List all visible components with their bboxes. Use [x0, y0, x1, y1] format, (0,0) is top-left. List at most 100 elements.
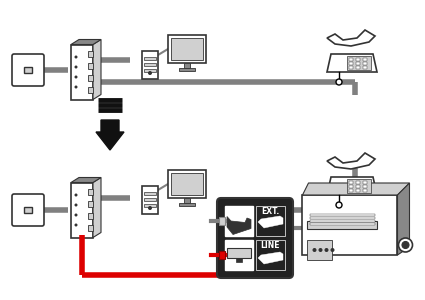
Polygon shape	[327, 30, 375, 46]
Circle shape	[74, 65, 77, 68]
Bar	[225, 206, 253, 236]
Circle shape	[331, 248, 334, 252]
Bar	[88, 63, 93, 69]
Circle shape	[74, 194, 77, 196]
Bar	[184, 198, 190, 203]
Bar	[349, 189, 353, 191]
Bar	[88, 225, 93, 231]
Circle shape	[74, 224, 77, 226]
Circle shape	[336, 202, 342, 208]
Circle shape	[148, 71, 152, 75]
Bar	[88, 75, 93, 81]
Bar	[144, 204, 156, 207]
Bar	[171, 38, 203, 60]
FancyBboxPatch shape	[217, 198, 293, 278]
Circle shape	[148, 206, 152, 210]
Bar	[88, 189, 93, 195]
Bar	[311, 217, 376, 219]
Bar	[363, 62, 367, 64]
Polygon shape	[71, 178, 101, 182]
Circle shape	[74, 203, 77, 206]
Bar	[24, 67, 32, 73]
Bar	[144, 198, 156, 201]
Bar	[179, 203, 195, 206]
Bar	[363, 185, 367, 188]
Bar	[144, 69, 156, 72]
Bar	[171, 173, 203, 195]
Bar	[308, 221, 377, 229]
Bar	[71, 44, 93, 100]
Bar	[236, 258, 242, 262]
Bar	[88, 51, 93, 57]
Bar	[184, 63, 190, 68]
Bar	[219, 251, 225, 259]
Bar	[311, 220, 376, 222]
Bar	[363, 189, 367, 191]
Polygon shape	[93, 40, 101, 100]
Bar	[349, 181, 353, 184]
FancyArrow shape	[96, 120, 124, 150]
Bar	[88, 213, 93, 219]
Bar	[363, 66, 367, 68]
Bar	[88, 87, 93, 93]
Circle shape	[318, 248, 323, 252]
Circle shape	[74, 76, 77, 79]
Bar	[347, 56, 371, 70]
Bar	[356, 189, 360, 191]
Circle shape	[74, 56, 77, 58]
Polygon shape	[327, 177, 377, 195]
Bar	[71, 182, 93, 238]
Polygon shape	[258, 216, 283, 228]
Bar	[168, 170, 206, 198]
Bar	[349, 62, 353, 64]
Bar	[308, 240, 332, 260]
Bar	[144, 192, 156, 195]
Bar	[303, 195, 397, 255]
Circle shape	[74, 214, 77, 217]
Bar	[356, 181, 360, 184]
FancyBboxPatch shape	[12, 194, 44, 226]
Bar	[347, 179, 371, 193]
Bar	[179, 68, 195, 71]
Bar	[24, 207, 32, 213]
Text: LINE: LINE	[261, 242, 280, 250]
Bar	[227, 248, 251, 258]
Circle shape	[325, 248, 329, 252]
Polygon shape	[258, 252, 283, 264]
FancyBboxPatch shape	[12, 54, 44, 86]
Bar	[349, 185, 353, 188]
Bar	[168, 35, 206, 63]
Bar	[225, 240, 253, 270]
Text: EXT.: EXT.	[261, 208, 280, 217]
Polygon shape	[93, 178, 101, 238]
Polygon shape	[327, 153, 375, 169]
Polygon shape	[71, 40, 101, 44]
Bar	[144, 57, 156, 60]
Polygon shape	[327, 54, 377, 72]
Bar	[256, 206, 285, 236]
Bar	[311, 214, 376, 216]
Bar	[356, 58, 360, 61]
Polygon shape	[227, 217, 251, 235]
Circle shape	[402, 242, 409, 248]
Bar	[88, 201, 93, 207]
Bar	[142, 186, 158, 214]
Bar	[219, 217, 225, 225]
Bar	[311, 223, 376, 225]
Circle shape	[312, 248, 317, 252]
Circle shape	[74, 85, 77, 88]
Bar	[144, 63, 156, 66]
Circle shape	[399, 238, 413, 252]
Circle shape	[336, 79, 342, 85]
Bar	[349, 58, 353, 61]
Bar	[363, 181, 367, 184]
Bar	[356, 62, 360, 64]
Bar	[356, 185, 360, 188]
Polygon shape	[397, 183, 410, 255]
Bar	[363, 58, 367, 61]
Bar	[356, 66, 360, 68]
Bar	[256, 240, 285, 270]
Bar	[349, 66, 353, 68]
Polygon shape	[303, 183, 410, 195]
Bar	[142, 51, 158, 79]
